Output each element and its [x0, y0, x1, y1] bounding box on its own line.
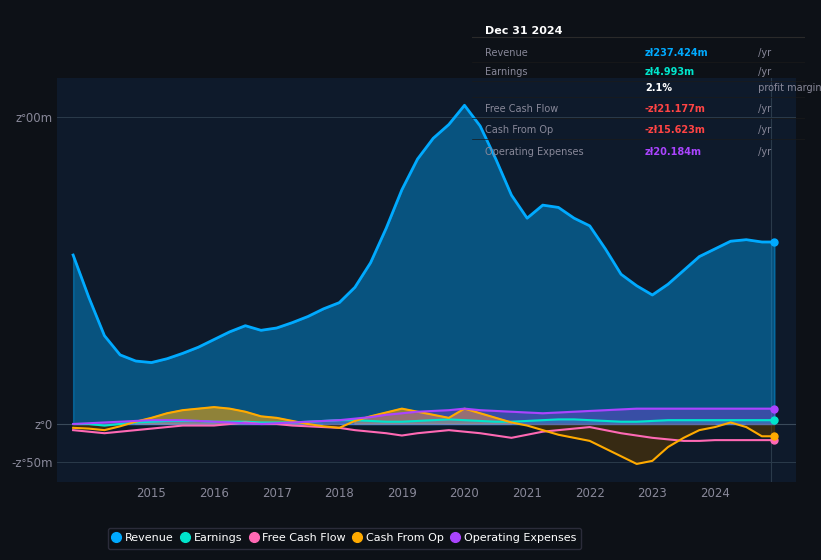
Text: /yr: /yr [754, 124, 771, 134]
Text: Free Cash Flow: Free Cash Flow [485, 104, 558, 114]
Text: /yr: /yr [754, 104, 771, 114]
Text: zł237.424m: zł237.424m [645, 48, 709, 58]
Text: Operating Expenses: Operating Expenses [485, 147, 584, 157]
Text: zł4.993m: zł4.993m [645, 67, 695, 77]
Text: Earnings: Earnings [485, 67, 528, 77]
Text: /yr: /yr [754, 147, 771, 157]
Text: -zł21.177m: -zł21.177m [645, 104, 706, 114]
Text: Cash From Op: Cash From Op [485, 124, 553, 134]
Text: /yr: /yr [754, 67, 771, 77]
Legend: Revenue, Earnings, Free Cash Flow, Cash From Op, Operating Expenses: Revenue, Earnings, Free Cash Flow, Cash … [108, 528, 581, 549]
Text: Revenue: Revenue [485, 48, 528, 58]
Text: -zł15.623m: -zł15.623m [645, 124, 706, 134]
Text: 2.1%: 2.1% [645, 83, 672, 93]
Text: /yr: /yr [754, 48, 771, 58]
Text: zł20.184m: zł20.184m [645, 147, 702, 157]
Text: profit margin: profit margin [754, 83, 821, 93]
Text: Dec 31 2024: Dec 31 2024 [485, 26, 563, 36]
